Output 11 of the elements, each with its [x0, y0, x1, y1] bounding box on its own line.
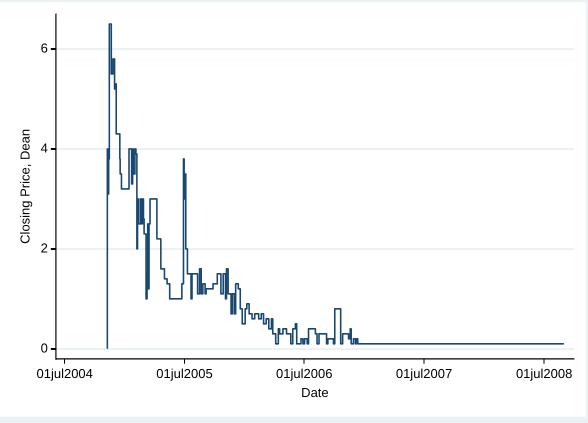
y-tick-label: 4	[40, 140, 48, 156]
x-tick-label: 01jul2004	[36, 366, 93, 382]
x-tick-label: 01jul2008	[516, 366, 572, 382]
x-tick-label: 01jul2007	[396, 366, 452, 382]
x-tick-label: 01jul2006	[276, 366, 332, 382]
x-tick-label: 01jul2005	[156, 366, 213, 382]
y-tick-label: 0	[40, 340, 48, 356]
y-tick-label: 6	[40, 40, 48, 56]
y-axis-title: Closing Price, Dean	[17, 128, 32, 244]
x-axis-title: Date	[301, 384, 329, 400]
y-tick-label: 2	[40, 240, 48, 256]
